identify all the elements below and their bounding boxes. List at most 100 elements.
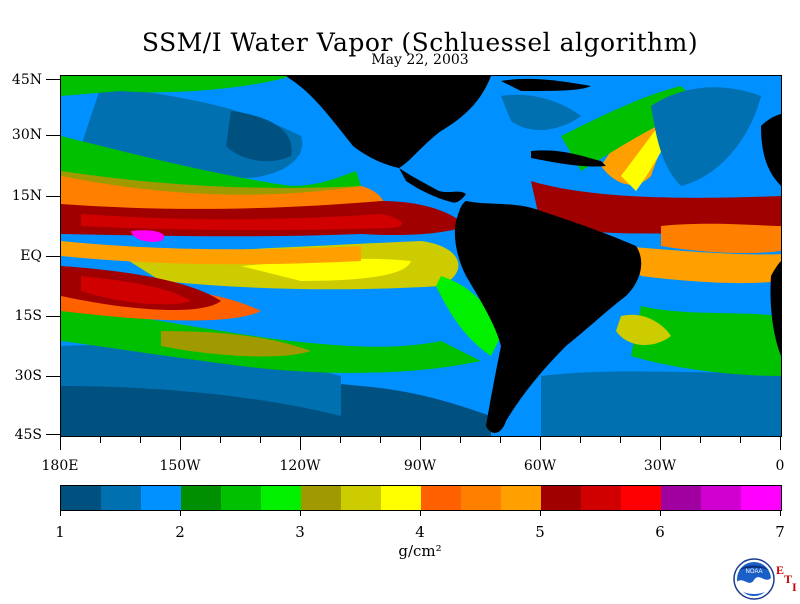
colorbar-cell: [501, 486, 541, 510]
lat-tick-30s: [46, 376, 60, 377]
colorbar-tick: [60, 510, 61, 516]
north-atlantic-low: [651, 87, 761, 186]
colorbar-cell: [421, 486, 461, 510]
lon-minor-tick: [220, 436, 221, 443]
north-pacific-dry: [226, 111, 292, 162]
lon-label-120w: 120W: [279, 458, 321, 474]
colorbar-cell: [701, 486, 741, 510]
eti-letter-t: T: [784, 572, 793, 586]
lon-minor-tick: [700, 436, 701, 443]
spcz-core: [81, 276, 191, 305]
atlantic-itcz: [531, 181, 781, 234]
lat-label-15n: 15N: [11, 188, 42, 204]
peru-green: [436, 276, 501, 356]
lon-tick-90w: [420, 436, 421, 450]
lat-label-30n: 30N: [11, 127, 42, 143]
colorbar-label: 3: [295, 523, 305, 541]
africa-coast: [770, 261, 781, 356]
lon-label-180e: 180E: [41, 458, 79, 474]
lon-minor-tick: [380, 436, 381, 443]
lat-tick-15s: [46, 316, 60, 317]
lon-minor-tick: [500, 436, 501, 443]
lat-tick-45s: [46, 434, 60, 435]
colorbar-label: 2: [175, 523, 185, 541]
lat-tick-15n: [46, 196, 60, 197]
itcz-max-1: [131, 230, 165, 242]
colorbar-label: 7: [775, 523, 785, 541]
lon-tick-180: [60, 436, 61, 450]
lon-minor-tick: [340, 436, 341, 443]
colorbar-label: 6: [655, 523, 665, 541]
colorbar-tick: [180, 510, 181, 516]
water-vapor-map: [60, 75, 782, 437]
colorbar-cell: [181, 486, 221, 510]
lon-label-90w: 90W: [403, 458, 437, 474]
lat-tick-eq: [46, 256, 60, 257]
colorbar-tick: [660, 510, 661, 516]
lat-label-45s: 45S: [14, 427, 42, 443]
lon-label-0: 0: [775, 458, 785, 474]
colorbar-label: 4: [415, 523, 425, 541]
colorbar-cell: [61, 486, 101, 510]
north-america: [286, 76, 491, 168]
lon-label-30w: 30W: [643, 458, 677, 474]
colorbar: [60, 485, 782, 511]
svg-text:NOAA: NOAA: [745, 569, 762, 575]
south-america: [454, 201, 642, 433]
gulf-low: [501, 94, 581, 131]
colorbar-cell: [141, 486, 181, 510]
atlantic-orange-south: [661, 223, 781, 254]
colorbar-cell: [581, 486, 621, 510]
lon-minor-tick: [740, 436, 741, 443]
colorbar-cell: [661, 486, 701, 510]
lon-label-150w: 150W: [159, 458, 201, 474]
colorbar-cell: [261, 486, 301, 510]
lon-tick-120w: [300, 436, 301, 450]
colorbar-cell: [461, 486, 501, 510]
colorbar-tick: [780, 510, 781, 516]
colorbar-cell: [221, 486, 261, 510]
lon-label-60w: 60W: [523, 458, 557, 474]
lat-tick-45n: [46, 79, 60, 80]
map-canvas: [61, 76, 781, 436]
itcz-south-orange: [61, 241, 361, 265]
south-atlantic-yellow: [616, 314, 671, 346]
colorbar-units: g/cm²: [398, 542, 442, 560]
lon-minor-tick: [460, 436, 461, 443]
north-coast: [501, 78, 591, 91]
chart-date: May 22, 2003: [371, 52, 469, 68]
colorbar-tick: [300, 510, 301, 516]
colorbar-cell: [341, 486, 381, 510]
south-green-band: [61, 306, 481, 373]
central-america: [399, 168, 466, 203]
colorbar-cell: [541, 486, 581, 510]
lon-tick-30w: [660, 436, 661, 450]
colorbar-cell: [741, 486, 781, 510]
south-atlantic-low: [541, 371, 781, 436]
lon-tick-60w: [540, 436, 541, 450]
lat-tick-30n: [46, 135, 60, 136]
lat-label-45n: 45N: [11, 72, 42, 88]
south-atlantic-green: [631, 306, 781, 376]
lon-minor-tick: [260, 436, 261, 443]
lon-minor-tick: [580, 436, 581, 443]
north-pacific-moist: [61, 76, 291, 96]
colorbar-cell: [301, 486, 341, 510]
caribbean-islands: [531, 150, 606, 167]
lat-label-eq: EQ: [20, 248, 42, 264]
lat-label-30s: 30S: [14, 368, 42, 384]
colorbar-cell: [101, 486, 141, 510]
lon-minor-tick: [620, 436, 621, 443]
atlantic-orange-band: [621, 246, 781, 284]
lon-tick-150w: [180, 436, 181, 450]
lat-label-15s: 15S: [14, 308, 42, 324]
lon-tick-0: [780, 436, 781, 450]
colorbar-label: 5: [535, 523, 545, 541]
eti-letter-e: E: [776, 563, 785, 577]
colorbar-cell: [621, 486, 661, 510]
eti-letter-i: I: [792, 580, 797, 594]
lon-minor-tick: [140, 436, 141, 443]
colorbar-tick: [420, 510, 421, 516]
lon-minor-tick: [100, 436, 101, 443]
pacific-bright-yellow: [241, 258, 411, 281]
